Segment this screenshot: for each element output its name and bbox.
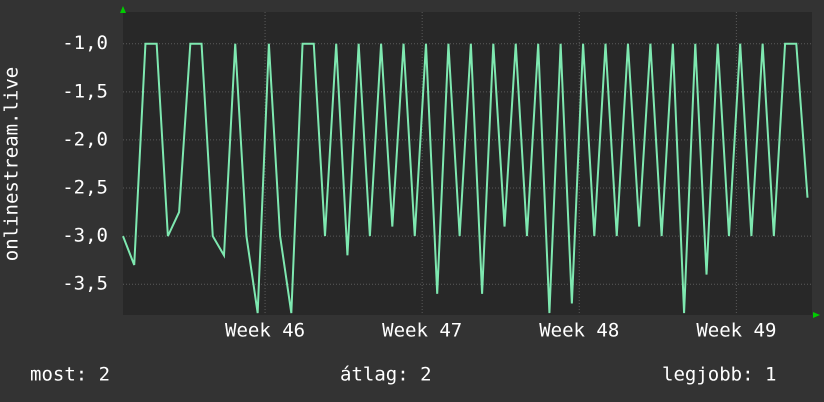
- y-tick-label: -2,5: [62, 177, 108, 199]
- axis-arrow: [813, 312, 820, 318]
- x-tick-label: Week 47: [382, 320, 462, 342]
- footer-stat: most: 2: [30, 364, 110, 386]
- y-tick-label: -3,5: [62, 273, 108, 295]
- y-axis-label: onlinestream.live: [1, 67, 23, 261]
- axis-arrow: [120, 6, 126, 13]
- x-tick-label: Week 48: [539, 320, 619, 342]
- footer-stat: legjobb: 1: [662, 364, 776, 386]
- plot-area: [123, 12, 812, 315]
- x-tick-label: Week 49: [696, 320, 776, 342]
- y-tick-label: -1,5: [62, 80, 108, 102]
- data-line: [122, 42, 809, 314]
- x-tick-label: Week 46: [225, 320, 305, 342]
- y-tick-label: -3,0: [62, 225, 108, 247]
- y-tick-label: -1,0: [62, 32, 108, 54]
- y-tick-label: -2,0: [62, 128, 108, 150]
- footer-stat: átlag: 2: [340, 364, 432, 386]
